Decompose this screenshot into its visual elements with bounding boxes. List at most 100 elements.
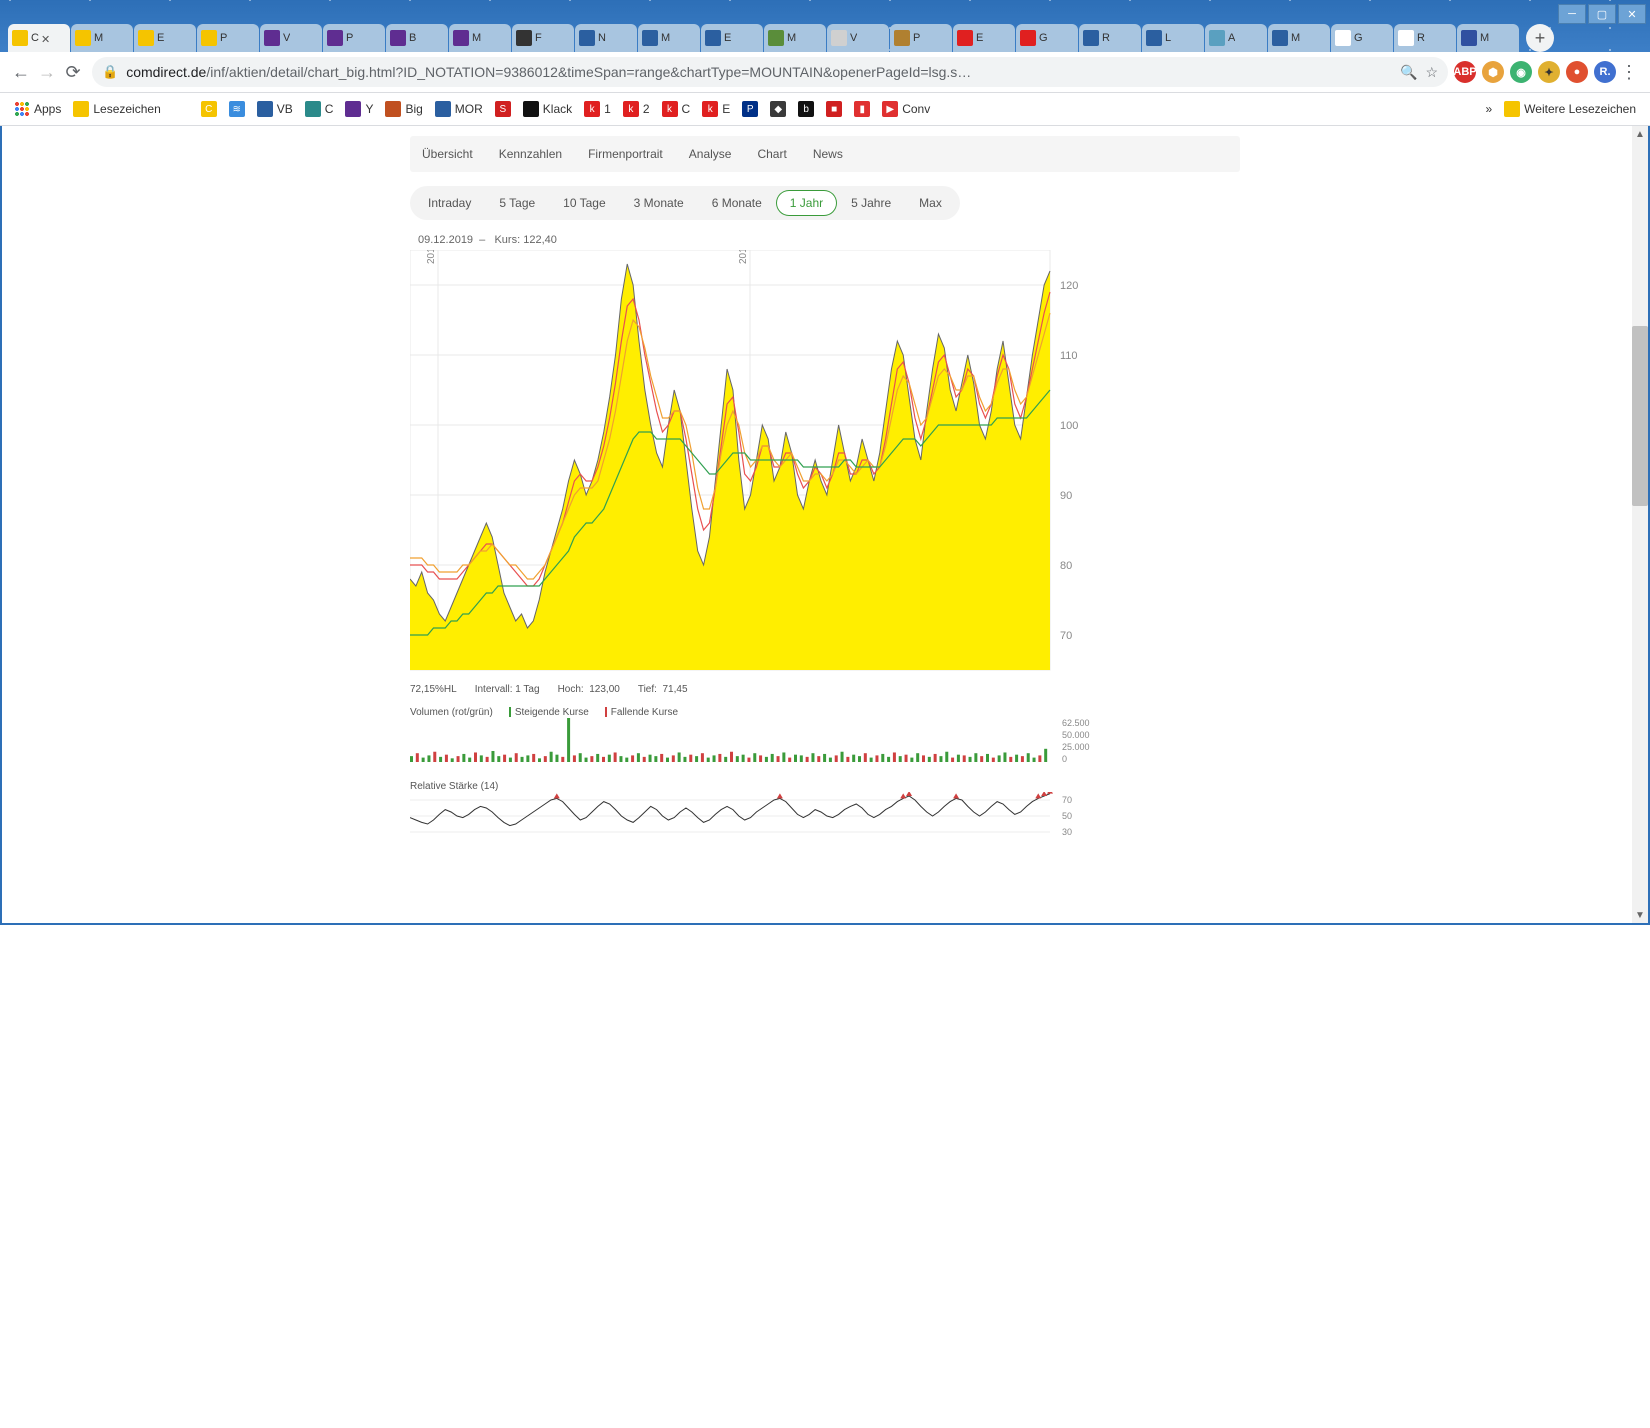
browser-tab[interactable]: G bbox=[1016, 24, 1078, 52]
menu-button[interactable]: ⋮ bbox=[1616, 59, 1642, 85]
bookmark-item[interactable]: ▮ bbox=[848, 99, 876, 119]
browser-tab[interactable]: M bbox=[71, 24, 133, 52]
time-range-pill[interactable]: 6 Monate bbox=[698, 190, 776, 216]
page-tab[interactable]: Übersicht bbox=[422, 147, 473, 161]
bookmark-overflow[interactable]: » bbox=[1479, 100, 1498, 118]
bookmark-item[interactable]: ≋ bbox=[223, 99, 251, 119]
apps-button[interactable]: Apps bbox=[8, 99, 67, 119]
browser-tab[interactable]: V bbox=[827, 24, 889, 52]
page-tab[interactable]: Analyse bbox=[689, 147, 732, 161]
zoom-icon[interactable]: 🔍 bbox=[1400, 64, 1417, 81]
back-button[interactable]: ← bbox=[8, 59, 34, 85]
omnibox[interactable]: 🔒 comdirect.de /inf/aktien/detail/chart_… bbox=[92, 57, 1448, 87]
tab-label: E bbox=[157, 32, 164, 44]
bookmark-item[interactable]: k2 bbox=[617, 99, 656, 119]
browser-tab[interactable]: M bbox=[1457, 24, 1519, 52]
scroll-down-arrow[interactable]: ▼ bbox=[1632, 907, 1648, 923]
bookmark-label: Lesezeichen bbox=[93, 102, 160, 116]
scrollbar-track[interactable]: ▲ ▼ bbox=[1632, 126, 1648, 923]
page-tab[interactable]: Chart bbox=[757, 147, 786, 161]
bookmark-item[interactable]: ▶Conv bbox=[876, 99, 936, 119]
browser-tab[interactable]: M bbox=[764, 24, 826, 52]
bookmark-item[interactable]: b bbox=[792, 99, 820, 119]
browser-tab[interactable]: R bbox=[1079, 24, 1141, 52]
browser-tab[interactable]: A bbox=[1205, 24, 1267, 52]
extension-icon[interactable]: ◉ bbox=[1510, 61, 1532, 83]
browser-tab[interactable]: E bbox=[953, 24, 1015, 52]
time-range-pill[interactable]: 3 Monate bbox=[620, 190, 698, 216]
bookmark-item[interactable]: C bbox=[299, 99, 340, 119]
star-icon[interactable]: ☆ bbox=[1425, 64, 1438, 81]
browser-tab[interactable]: N bbox=[575, 24, 637, 52]
tab-favicon bbox=[12, 30, 28, 46]
extension-icon[interactable]: ABP bbox=[1454, 61, 1476, 83]
bookmark-item[interactable]: Y bbox=[339, 99, 379, 119]
bookmark-item[interactable]: k1 bbox=[578, 99, 617, 119]
svg-text:70: 70 bbox=[1060, 630, 1072, 642]
browser-tab[interactable]: P bbox=[197, 24, 259, 52]
browser-tab[interactable]: G bbox=[1331, 24, 1393, 52]
browser-tab[interactable]: P bbox=[890, 24, 952, 52]
browser-tab[interactable]: B bbox=[386, 24, 448, 52]
browser-tab[interactable]: P bbox=[323, 24, 385, 52]
bookmark-item[interactable]: S bbox=[489, 99, 517, 119]
bookmark-item[interactable]: ◆ bbox=[764, 99, 792, 119]
browser-tab[interactable]: E bbox=[701, 24, 763, 52]
extension-icon[interactable]: ● bbox=[1566, 61, 1588, 83]
time-range-pill[interactable]: Intraday bbox=[414, 190, 485, 216]
browser-tab[interactable]: V bbox=[260, 24, 322, 52]
more-bookmarks[interactable]: Weitere Lesezeichen bbox=[1498, 99, 1642, 119]
window-maximize-button[interactable]: ▢ bbox=[1588, 4, 1616, 24]
bookmark-item[interactable]: Klack bbox=[517, 99, 578, 119]
time-range-pill[interactable]: 1 Jahr bbox=[776, 190, 837, 216]
bookmark-item[interactable]: VB bbox=[251, 99, 299, 119]
bookmark-item[interactable]: C bbox=[195, 99, 223, 119]
bookmark-favicon bbox=[73, 101, 89, 117]
browser-tab[interactable]: M bbox=[449, 24, 511, 52]
svg-text:100: 100 bbox=[1060, 420, 1078, 432]
bookmark-label: Conv bbox=[902, 102, 930, 116]
page-nav-tabs: Übersicht Kennzahlen Firmenportrait Analyse… bbox=[410, 136, 1240, 172]
bookmark-item[interactable]: kC bbox=[656, 99, 697, 119]
bookmark-item[interactable]: kE bbox=[696, 99, 736, 119]
window-close-button[interactable]: ✕ bbox=[1618, 4, 1646, 24]
new-tab-button[interactable]: + bbox=[1526, 24, 1554, 52]
bookmark-item[interactable]: W bbox=[167, 99, 195, 119]
browser-tab[interactable]: R bbox=[1394, 24, 1456, 52]
browser-tab[interactable]: E bbox=[134, 24, 196, 52]
bookmark-item[interactable]: Lesezeichen bbox=[67, 99, 166, 119]
time-range-pill[interactable]: 5 Tage bbox=[485, 190, 549, 216]
window-minimize-button[interactable]: ─ bbox=[1558, 4, 1586, 24]
bookmark-item[interactable]: ■ bbox=[820, 99, 848, 119]
browser-tab[interactable]: M bbox=[1268, 24, 1330, 52]
bookmark-item[interactable]: P bbox=[736, 99, 764, 119]
bookmark-item[interactable]: Big bbox=[379, 99, 428, 119]
page-tab[interactable]: News bbox=[813, 147, 843, 161]
time-range-pill[interactable]: Max bbox=[905, 190, 956, 216]
extension-icon[interactable]: ⬢ bbox=[1482, 61, 1504, 83]
tab-close-icon[interactable]: ✕ bbox=[41, 33, 51, 43]
bookmark-item[interactable]: MOR bbox=[429, 99, 489, 119]
browser-tab[interactable]: F bbox=[512, 24, 574, 52]
time-range-pill[interactable]: 10 Tage bbox=[549, 190, 620, 216]
reload-button[interactable]: ⟳ bbox=[60, 59, 86, 85]
page-tab[interactable]: Firmenportrait bbox=[588, 147, 663, 161]
time-range-pill[interactable]: 5 Jahre bbox=[837, 190, 905, 216]
page-tab[interactable]: Kennzahlen bbox=[499, 147, 562, 161]
browser-tab[interactable]: L bbox=[1142, 24, 1204, 52]
bookmark-favicon bbox=[305, 101, 321, 117]
extension-icon[interactable]: R. bbox=[1594, 61, 1616, 83]
svg-text:0: 0 bbox=[1062, 754, 1067, 764]
scrollbar-thumb[interactable] bbox=[1632, 326, 1648, 506]
bookmark-favicon: ◆ bbox=[770, 101, 786, 117]
bookmark-favicon: W bbox=[173, 101, 189, 117]
extension-icon[interactable]: ✦ bbox=[1538, 61, 1560, 83]
tab-label: M bbox=[1291, 32, 1300, 44]
tab-label: C bbox=[31, 32, 39, 44]
forward-button[interactable]: → bbox=[34, 59, 60, 85]
scroll-up-arrow[interactable]: ▲ bbox=[1632, 126, 1648, 142]
browser-tab[interactable]: M bbox=[638, 24, 700, 52]
bookmark-bar: Apps LesezeichenWC≋VBCYBigMORSKlackk1k2k… bbox=[0, 93, 1650, 126]
bookmark-favicon: ▮ bbox=[854, 101, 870, 117]
browser-tab[interactable]: C✕ bbox=[8, 24, 70, 52]
